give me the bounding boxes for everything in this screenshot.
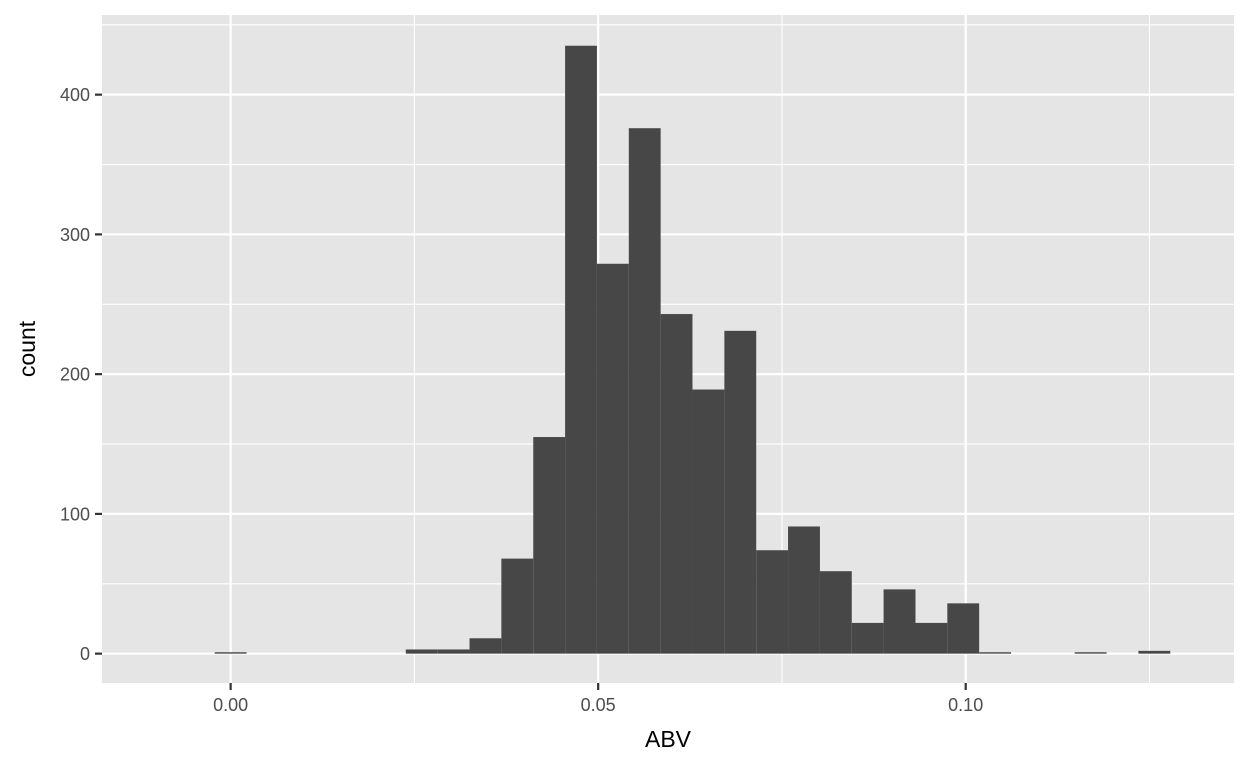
- histogram-bar: [756, 550, 789, 654]
- y-axis-title: count: [14, 320, 40, 377]
- y-tick-label: 0: [80, 644, 90, 664]
- histogram-bar: [437, 649, 470, 654]
- histogram-bar: [1074, 652, 1107, 654]
- histogram-bar: [533, 437, 566, 654]
- histogram-bar: [628, 128, 661, 654]
- histogram-bar: [947, 603, 980, 654]
- histogram-bar: [501, 558, 534, 654]
- histogram-bar: [596, 263, 629, 654]
- histogram-bar: [565, 45, 597, 654]
- y-tick-label: 300: [60, 225, 90, 245]
- x-axis-title: ABV: [645, 726, 692, 752]
- y-tick-label: 200: [60, 365, 90, 385]
- histogram-bar: [214, 652, 247, 654]
- y-tick-label: 400: [60, 85, 90, 105]
- x-axis: 0.00 0.05 0.10: [213, 683, 983, 715]
- histogram-bar: [1138, 650, 1171, 654]
- histogram-bar: [469, 638, 502, 654]
- histogram-bar: [405, 649, 438, 654]
- histogram-bar: [819, 571, 852, 654]
- histogram-bar: [883, 589, 916, 654]
- histogram-bar: [692, 389, 725, 654]
- x-tick-label: 0.05: [581, 695, 616, 715]
- histogram-bar: [788, 526, 820, 654]
- histogram-bar: [979, 652, 1012, 654]
- histogram-bar: [915, 622, 948, 654]
- histogram-bars: [214, 45, 1171, 654]
- histogram-bar: [660, 314, 693, 654]
- x-tick-label: 0.10: [948, 695, 983, 715]
- histogram-bar: [851, 622, 884, 654]
- y-axis: 0 100 200 300 400: [60, 85, 102, 664]
- x-tick-label: 0.00: [213, 695, 248, 715]
- histogram-bar: [724, 330, 757, 654]
- y-tick-label: 100: [60, 504, 90, 524]
